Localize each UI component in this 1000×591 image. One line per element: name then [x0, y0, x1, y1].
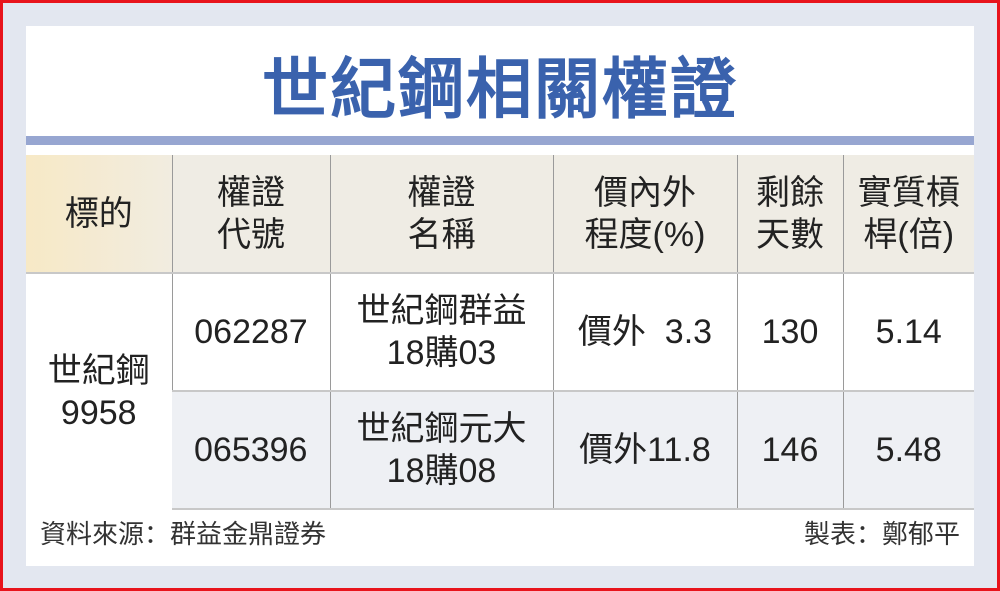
header-cell: 權證 代號 [171, 155, 330, 274]
name-cell: 世紀鋼群益 18購03 [329, 273, 553, 392]
header-row: 標的 權證 代號 權證 名稱 價內外 程度(%) 剩餘 天數 實質槓 桿(倍) [26, 155, 974, 274]
header-cell: 標的 [26, 155, 172, 274]
table-panel: 世紀鋼相關權證 標的 權證 代號 權證 名稱 價內外 程度(%) 剩餘 天數 實… [26, 26, 974, 566]
moneyness-cell: 價外 3.3 [552, 273, 737, 392]
header-cell: 價內外 程度(%) [552, 155, 737, 274]
source-note: 資料來源：群益金鼎證券 [40, 519, 327, 549]
leverage-cell: 5.14 [842, 273, 974, 392]
divider [26, 136, 974, 145]
code-cell: 062287 [171, 273, 330, 392]
header-cell: 剩餘 天數 [736, 155, 843, 274]
header-cell: 權證 名稱 [329, 155, 553, 274]
code-cell: 065396 [172, 391, 330, 510]
days-cell: 146 [736, 391, 843, 510]
moneyness-cell: 價外11.8 [552, 391, 737, 510]
underlying-cell: 世紀鋼 9958 [47, 351, 150, 432]
author-note: 製表：鄭郁平 [803, 519, 960, 549]
page-title: 世紀鋼相關權證 [262, 52, 738, 126]
days-cell: 130 [736, 273, 843, 392]
name-cell: 世紀鋼元大 18購08 [329, 391, 553, 510]
warrant-table: 標的 權證 代號 權證 名稱 價內外 程度(%) 剩餘 天數 實質槓 桿(倍) … [26, 155, 974, 510]
footer: 資料來源：群益金鼎證券 製表：鄭郁平 [40, 514, 960, 551]
table-row: 065396 世紀鋼元大 18購08 價外11.8 146 5.48 [26, 391, 974, 510]
table-row: 世紀鋼 9958 062287 世紀鋼群益 18購03 價外 3.3 130 5… [26, 273, 974, 432]
leverage-cell: 5.48 [842, 391, 974, 510]
header-cell: 實質槓 桿(倍) [842, 155, 974, 274]
